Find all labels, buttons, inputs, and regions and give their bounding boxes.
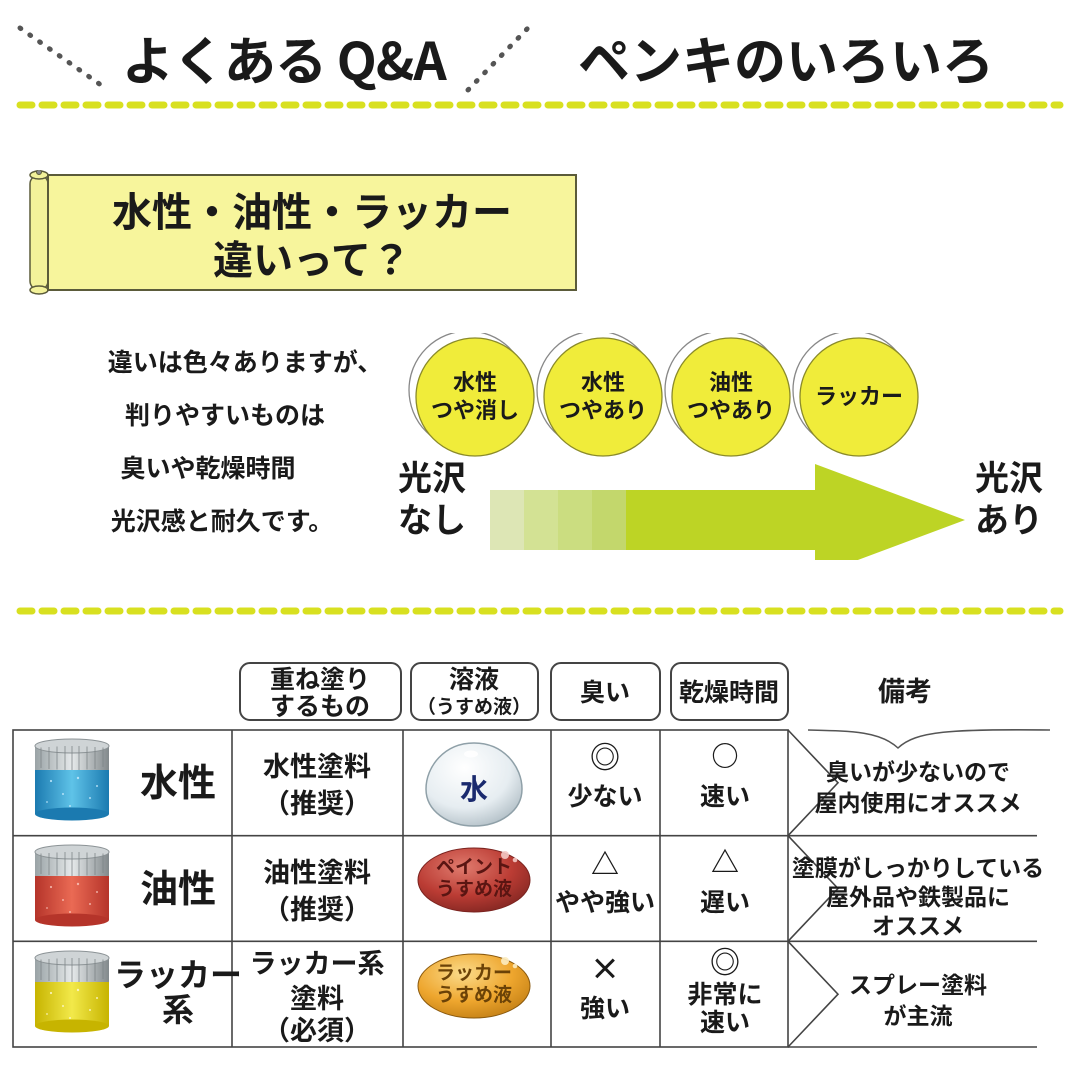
svg-text:臭いが少ないので: 臭いが少ないので — [826, 753, 1010, 787]
svg-text:少ない: 少ない — [567, 777, 642, 813]
svg-text:（推奨）: （推奨） — [263, 888, 371, 927]
svg-text:あり: あり — [975, 493, 1043, 542]
svg-text:系: 系 — [162, 985, 194, 1031]
svg-text:備考: 備考 — [878, 670, 932, 709]
svg-text:水性: 水性 — [140, 752, 216, 807]
svg-text:強い: 強い — [580, 989, 630, 1025]
svg-text:するもの: するもの — [270, 687, 370, 723]
svg-text:油性: 油性 — [140, 858, 216, 913]
svg-text:○: ○ — [712, 735, 739, 774]
svg-text:スプレー塗料: スプレー塗料 — [849, 966, 987, 1000]
svg-text:乾燥時間: 乾燥時間 — [679, 673, 779, 709]
svg-text:うすめ液: うすめ液 — [436, 874, 512, 901]
svg-text:臭い: 臭い — [580, 673, 630, 709]
svg-text:×: × — [590, 945, 620, 989]
svg-text:やや強い: やや強い — [555, 883, 655, 919]
svg-text:オススメ: オススメ — [872, 907, 964, 941]
svg-text:水性塗料: 水性塗料 — [263, 745, 371, 784]
svg-text:なし: なし — [398, 493, 466, 542]
svg-text:油性塗料: 油性塗料 — [263, 851, 371, 890]
svg-text:水: 水 — [460, 768, 488, 808]
svg-text:速い: 速い — [700, 777, 750, 813]
svg-text:△: △ — [711, 841, 739, 881]
svg-text:溶液: 溶液 — [449, 660, 499, 696]
svg-text:つやあり: つやあり — [687, 393, 775, 425]
svg-text:（推奨）: （推奨） — [263, 782, 371, 821]
svg-text:ラッカー系: ラッカー系 — [250, 942, 385, 981]
svg-text:ペンキのいろいろ: ペンキのいろいろ — [578, 20, 994, 95]
svg-text:つやあり: つやあり — [559, 393, 647, 425]
svg-text:違いって？: 違いって？ — [213, 228, 411, 286]
svg-text:遅い: 遅い — [700, 883, 750, 919]
svg-text:屋内使用にオススメ: 屋内使用にオススメ — [815, 784, 1022, 818]
svg-text:（必須）: （必須） — [263, 1009, 371, 1048]
svg-text:ラッカー: ラッカー — [815, 379, 903, 411]
svg-text:つや消し: つや消し — [431, 393, 519, 425]
svg-text:△: △ — [591, 843, 619, 883]
svg-text:速い: 速い — [700, 1003, 750, 1039]
svg-text:よくある Q&A: よくある Q&A — [122, 20, 447, 95]
svg-text:（うすめ液）: （うすめ液） — [417, 692, 531, 719]
svg-text:◎: ◎ — [590, 733, 620, 777]
svg-text:うすめ液: うすめ液 — [436, 980, 512, 1007]
svg-text:が主流: が主流 — [884, 997, 953, 1031]
